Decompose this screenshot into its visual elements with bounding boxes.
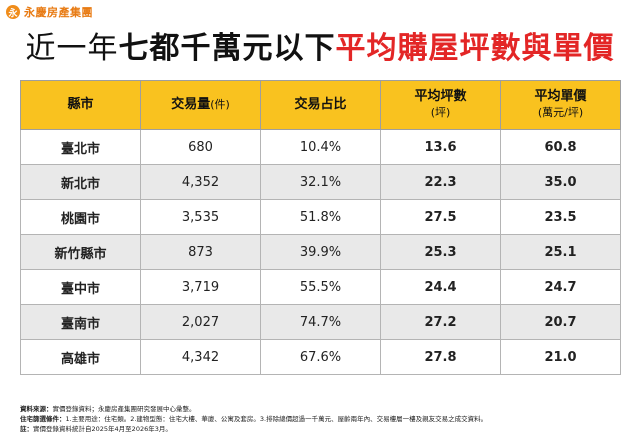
cell-share: 10.4%	[260, 129, 381, 165]
cell-volume: 680	[140, 129, 261, 165]
cell-area: 24.4	[380, 269, 501, 305]
footnotes: 資料來源：實價登錄資料；永慶房產集團研究發展中心彙整。 住宅篩選條件：1.主要用…	[20, 404, 620, 434]
header-share: 交易占比	[260, 80, 381, 130]
title-part-3: 平均購屋坪數與單價	[335, 31, 615, 66]
brand-logo-icon: 永	[6, 5, 20, 19]
cell-city: 臺中市	[20, 269, 141, 305]
cell-area: 27.8	[380, 339, 501, 375]
note-remark: 註：實價登錄資料統計自2025年4月至2026年3月。	[20, 424, 620, 434]
table-row: 高雄市 4,342 67.6% 27.8 21.0	[20, 339, 621, 375]
cell-share: 39.9%	[260, 234, 381, 270]
brand-name: 永慶房產集團	[24, 6, 93, 19]
brand: 永 永慶房產集團	[6, 4, 93, 20]
header-area: 平均坪數 (坪)	[380, 80, 501, 130]
cell-area: 13.6	[380, 129, 501, 165]
table-row: 臺南市 2,027 74.7% 27.2 20.7	[20, 304, 621, 340]
cell-share: 51.8%	[260, 199, 381, 235]
cell-volume: 4,352	[140, 164, 261, 200]
cell-share: 67.6%	[260, 339, 381, 375]
table-row: 新竹縣市 873 39.9% 25.3 25.1	[20, 234, 621, 270]
header-price: 平均單價 (萬元/坪)	[500, 80, 621, 130]
title-part-1: 近一年	[25, 31, 119, 66]
cell-city: 高雄市	[20, 339, 141, 375]
header-volume: 交易量(件)	[140, 80, 261, 130]
cell-volume: 3,535	[140, 199, 261, 235]
cell-volume: 873	[140, 234, 261, 270]
note-key: 註：	[20, 425, 33, 433]
header-label: 平均坪數	[414, 89, 467, 104]
cell-share: 74.7%	[260, 304, 381, 340]
header-label: 平均單價	[534, 89, 587, 104]
cell-volume: 4,342	[140, 339, 261, 375]
cell-price: 25.1	[500, 234, 621, 270]
cell-price: 60.8	[500, 129, 621, 165]
cell-city: 新北市	[20, 164, 141, 200]
table-row: 新北市 4,352 32.1% 22.3 35.0	[20, 164, 621, 200]
cell-city: 桃園市	[20, 199, 141, 235]
header-unit: (萬元/坪)	[537, 106, 584, 119]
table-row: 桃園市 3,535 51.8% 27.5 23.5	[20, 199, 621, 235]
cell-city: 臺北市	[20, 129, 141, 165]
header-label: 縣市	[67, 97, 94, 112]
cell-area: 27.5	[380, 199, 501, 235]
note-text: 實價登錄資料統計自2025年4月至2026年3月。	[33, 425, 172, 433]
cell-price: 23.5	[500, 199, 621, 235]
cell-city: 新竹縣市	[20, 234, 141, 270]
cell-price: 20.7	[500, 304, 621, 340]
header-label: 交易量	[171, 97, 211, 112]
cell-share: 55.5%	[260, 269, 381, 305]
cell-volume: 3,719	[140, 269, 261, 305]
note-key: 資料來源：	[20, 405, 53, 413]
cell-city: 臺南市	[20, 304, 141, 340]
cell-price: 24.7	[500, 269, 621, 305]
table-row: 臺北市 680 10.4% 13.6 60.8	[20, 129, 621, 165]
note-key: 住宅篩選條件：	[20, 415, 66, 423]
header-city: 縣市	[20, 80, 141, 130]
note-text: 1.主要用途：住宅類。2.建物型態：住宅大樓、華廈、公寓及套房。3.排除總價超過…	[65, 415, 488, 423]
cell-area: 25.3	[380, 234, 501, 270]
table-row: 臺中市 3,719 55.5% 24.4 24.7	[20, 269, 621, 305]
cell-share: 32.1%	[260, 164, 381, 200]
cell-price: 21.0	[500, 339, 621, 375]
header-label: 交易占比	[294, 97, 347, 112]
cell-area: 22.3	[380, 164, 501, 200]
header-unit: (坪)	[430, 106, 451, 119]
title-part-2: 七都千萬元以下	[118, 31, 336, 66]
note-text: 實價登錄資料；永慶房產集團研究發展中心彙整。	[52, 405, 196, 413]
note-criteria: 住宅篩選條件：1.主要用途：住宅類。2.建物型態：住宅大樓、華廈、公寓及套房。3…	[20, 414, 620, 424]
cell-price: 35.0	[500, 164, 621, 200]
page-title: 近一年七都千萬元以下平均購屋坪數與單價	[0, 28, 640, 70]
header-unit: (件)	[210, 98, 230, 111]
cell-area: 27.2	[380, 304, 501, 340]
data-table: 縣市 交易量(件) 交易占比 平均坪數 (坪) 平均單價 (萬元/坪) 臺北市 68…	[20, 80, 621, 375]
note-source: 資料來源：實價登錄資料；永慶房產集團研究發展中心彙整。	[20, 404, 620, 414]
cell-volume: 2,027	[140, 304, 261, 340]
table-header-row: 縣市 交易量(件) 交易占比 平均坪數 (坪) 平均單價 (萬元/坪)	[20, 80, 621, 130]
